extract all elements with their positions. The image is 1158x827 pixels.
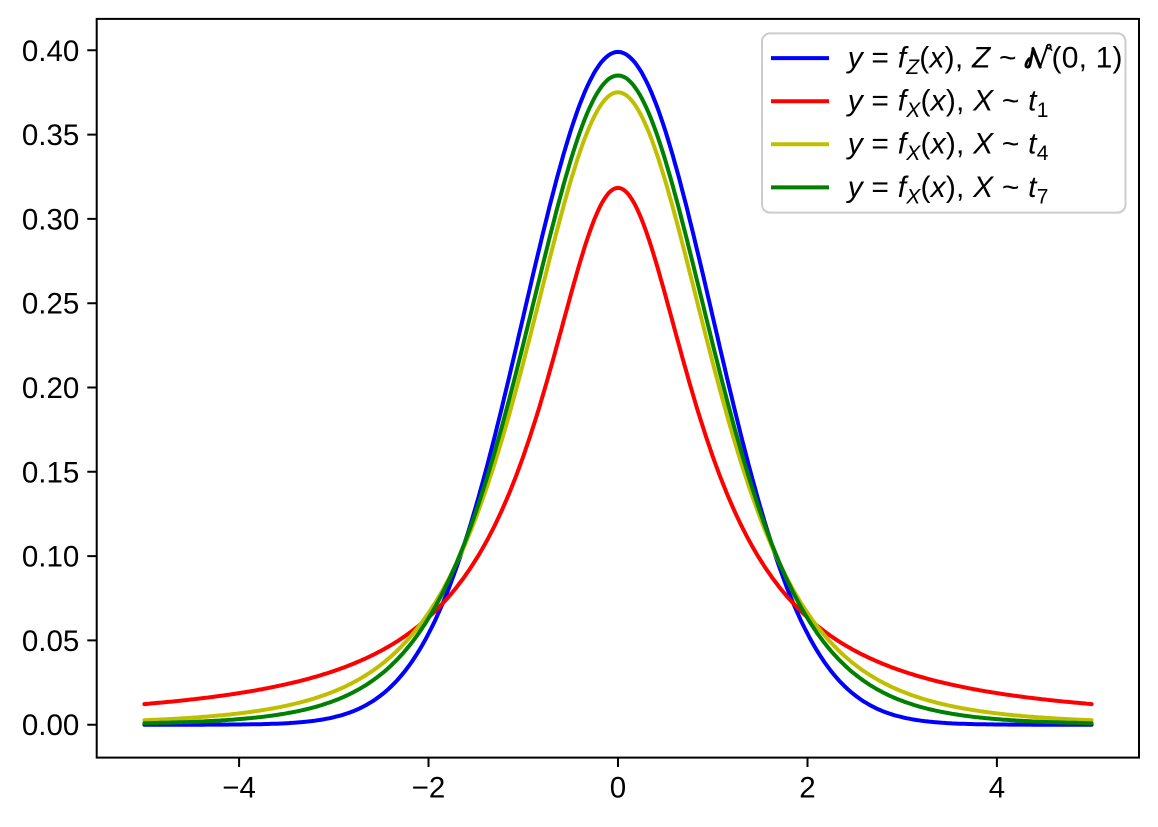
svg-text:(0, 1): (0, 1) — [1052, 42, 1123, 75]
svg-text:4: 4 — [989, 772, 1005, 805]
svg-text:0.20: 0.20 — [22, 372, 79, 405]
svg-text:0.15: 0.15 — [22, 456, 79, 489]
svg-text:−2: −2 — [412, 772, 446, 805]
svg-text:−4: −4 — [222, 772, 256, 805]
svg-text:0.05: 0.05 — [22, 625, 79, 658]
svg-text:0: 0 — [610, 772, 626, 805]
svg-text:2: 2 — [799, 772, 815, 805]
svg-text:0.00: 0.00 — [22, 709, 79, 742]
svg-text:0.10: 0.10 — [22, 541, 79, 574]
svg-text:y = fX(x), X ~ t7: y = fX(x), X ~ t7 — [846, 171, 1049, 209]
svg-text:y = fX(x), X ~ t4: y = fX(x), X ~ t4 — [846, 128, 1049, 166]
svg-text:y = fZ(x), Z ~: y = fZ(x), Z ~ — [846, 42, 1017, 80]
svg-text:0.25: 0.25 — [22, 288, 79, 321]
svg-text:y = fX(x), X ~ t1: y = fX(x), X ~ t1 — [846, 85, 1049, 123]
svg-text:0.35: 0.35 — [22, 119, 79, 152]
svg-text:0.30: 0.30 — [22, 203, 79, 236]
svg-text:0.40: 0.40 — [22, 35, 79, 68]
